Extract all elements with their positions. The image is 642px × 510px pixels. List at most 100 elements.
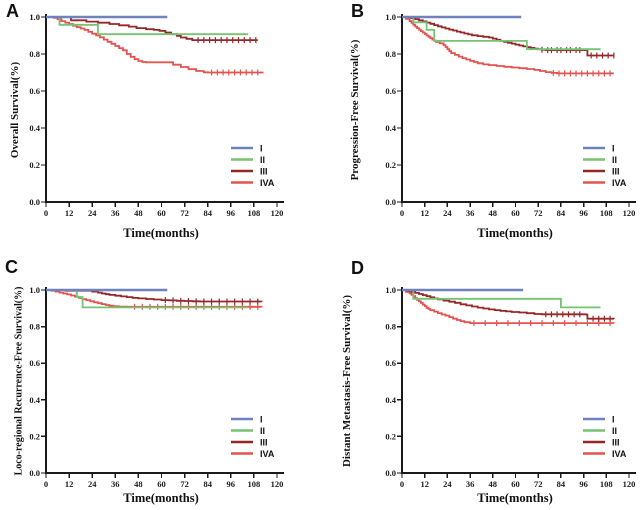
panel-letter-b: B — [351, 1, 364, 21]
y-tick-label: 0.8 — [29, 322, 40, 332]
y-tick-label: 0.8 — [29, 49, 40, 59]
km-plot-distant-metastasis-free-survival: 0 12 24 36 48 60 72 84 96 108 120 0.0 0.2 0.4 0.6 0.8 1.… — [385, 285, 636, 489]
x-tick-label: 0 — [400, 479, 404, 489]
km-plot-progression-free-survival: 0 12 24 36 48 60 72 84 96 108 120 0.0 0.2 0.4 0.6 0.8 1.… — [385, 12, 636, 218]
x-tick-label: 120 — [623, 208, 636, 218]
x-tick-label: 24 — [443, 208, 452, 218]
x-tick-label: 48 — [134, 208, 143, 218]
x-tick-label: 96 — [227, 479, 236, 489]
x-tick-label: 72 — [534, 479, 543, 489]
series-IVA — [46, 16, 264, 76]
series-II — [402, 16, 601, 51]
axes — [41, 287, 284, 478]
axes — [397, 287, 636, 478]
x-tick-label: 72 — [534, 208, 543, 218]
y-tick-label: 0.4 — [29, 395, 40, 405]
y-tick-label: 0.2 — [29, 160, 40, 170]
x-tick-label: 60 — [511, 208, 520, 218]
x-tick-label: 24 — [88, 208, 97, 218]
series-III — [46, 289, 263, 305]
x-tick-label: 72 — [180, 479, 189, 489]
x-tick-label: 84 — [557, 479, 566, 489]
y-tick-label: 0.0 — [29, 468, 40, 478]
x-tick-label: 108 — [248, 208, 261, 218]
y-tick-label: 1.0 — [385, 12, 396, 22]
x-tick-label: 12 — [65, 208, 74, 218]
x-tick-label: 96 — [227, 208, 236, 218]
legend-label-IVA: IVA — [612, 178, 627, 188]
panel-a: A Overall Survival(%) 0 12 24 36 48 60 72 84 96 1… — [0, 0, 321, 255]
axes — [397, 14, 636, 207]
x-tick-label: 0 — [44, 208, 48, 218]
x-tick-label: 60 — [157, 479, 166, 489]
x-tick-label: 0 — [44, 479, 48, 489]
x-tick-label: 108 — [600, 208, 613, 218]
legend-label-II: II — [612, 426, 617, 436]
y-tick-label: 0.6 — [385, 358, 396, 368]
x-tick-label: 96 — [579, 208, 588, 218]
y-tick-label: 0.8 — [385, 49, 396, 59]
x-tick-label: 120 — [271, 479, 284, 489]
panel-c: C Loco-regional Recurrence-Free Survival… — [0, 255, 321, 510]
series-II — [402, 289, 601, 309]
y-tick-label: 0.2 — [385, 160, 396, 170]
y-tick-label: 1.0 — [385, 285, 396, 295]
y-tick-label: 0.4 — [385, 395, 396, 405]
x-tick-label: 84 — [203, 208, 212, 218]
legend-label-I: I — [260, 144, 263, 154]
x-axis-title-b: Time(months) — [477, 226, 553, 240]
y-tick-label: 0.0 — [385, 468, 396, 478]
legend-label-III: III — [612, 438, 620, 448]
x-tick-label: 60 — [511, 479, 520, 489]
series-IVA — [402, 16, 614, 77]
y-tick-label: 0.4 — [29, 123, 40, 133]
x-tick-label: 48 — [489, 479, 498, 489]
x-axis-title-d: Time(months) — [477, 491, 553, 505]
x-tick-label: 120 — [623, 479, 636, 489]
x-tick-label: 108 — [600, 479, 613, 489]
legend-label-I: I — [612, 144, 615, 154]
x-tick-label: 36 — [111, 208, 120, 218]
y-tick-label: 1.0 — [29, 285, 40, 295]
legend-label-II: II — [260, 155, 265, 165]
y-tick-label: 0.6 — [385, 86, 396, 96]
panel-b: B Progression-Free Survival(%) 0 12 24 36 48… — [321, 0, 642, 255]
panel-letter-d: D — [351, 258, 364, 278]
x-tick-label: 12 — [65, 479, 74, 489]
x-tick-label: 60 — [157, 208, 166, 218]
x-tick-label: 120 — [271, 208, 284, 218]
y-tick-label: 0.0 — [29, 197, 40, 207]
y-tick-label: 1.0 — [29, 12, 40, 22]
x-tick-label: 48 — [134, 479, 143, 489]
legend-label-II: II — [260, 426, 265, 436]
legend-label-III: III — [612, 167, 620, 177]
x-tick-label: 12 — [420, 208, 429, 218]
series-III — [402, 16, 615, 59]
x-tick-label: 36 — [466, 479, 475, 489]
legend-label-I: I — [612, 415, 615, 425]
x-tick-label: 36 — [466, 208, 475, 218]
x-tick-label: 84 — [557, 208, 566, 218]
x-axis-title-a: Time(months) — [123, 226, 199, 240]
x-tick-label: 72 — [180, 208, 189, 218]
axes — [41, 14, 284, 207]
km-plot-locoregional-recurrence-free-survival: 0 12 24 36 48 60 72 84 96 108 120 0.0 0.2 0.4 0.6 0.8 1.… — [29, 285, 284, 489]
y-tick-label: 0.6 — [29, 86, 40, 96]
legend-label-III: III — [260, 438, 268, 448]
legend-label-II: II — [612, 155, 617, 165]
panel-letter-a: A — [6, 1, 19, 21]
km-plot-overall-survival: 0 12 24 36 48 60 72 84 96 108 120 0.0 0.2 0.4 0.6 0.8 1.… — [29, 12, 284, 218]
y-tick-label: 0.2 — [29, 431, 40, 441]
x-tick-label: 36 — [111, 479, 120, 489]
legend-label-I: I — [260, 415, 263, 425]
y-tick-label: 0.8 — [385, 322, 396, 332]
panel-letter-c: C — [5, 257, 18, 277]
y-tick-label: 0.6 — [29, 358, 40, 368]
series-III — [402, 289, 615, 322]
legend-label-III: III — [260, 167, 268, 177]
